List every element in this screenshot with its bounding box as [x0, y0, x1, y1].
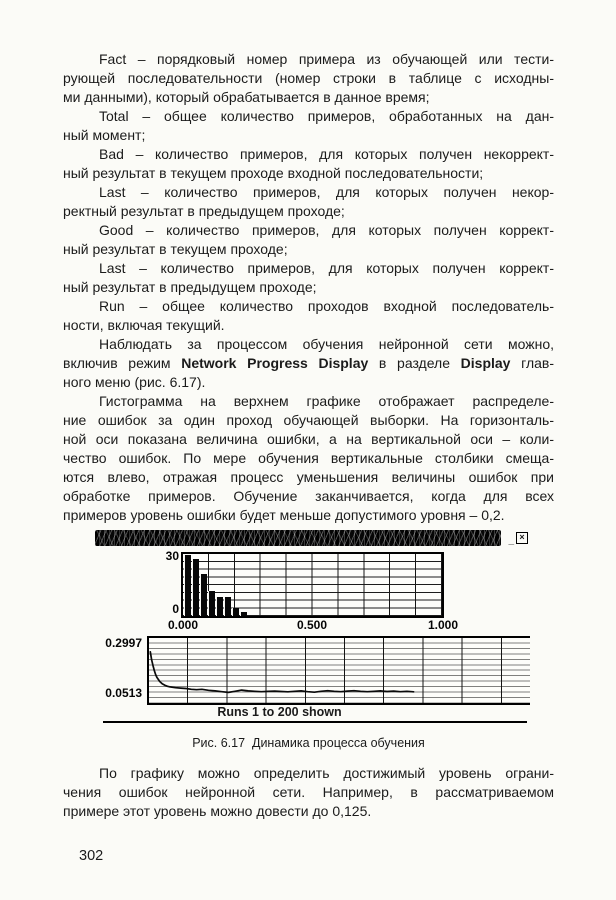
text-line: чество ошибок. По мере обучения вертикал…: [63, 450, 554, 466]
text-line: По графику можно определить достижимый у…: [99, 765, 554, 781]
line-y-tick-max: 0.2997: [105, 636, 142, 650]
body-text-top: Fact – порядковый номер примера из обуча…: [63, 50, 554, 525]
error-line-plot: [147, 636, 530, 705]
text-line: ми данными), который обрабатывается в да…: [63, 89, 430, 105]
text-line: Total – общее количество примеров, обраб…: [99, 108, 554, 124]
histogram-bar: [192, 559, 199, 616]
text-line: Bad – количество примеров, для которых п…: [99, 146, 554, 162]
text-line: ный результат в текущем проходе;: [63, 241, 288, 257]
error-curve-canvas: [149, 650, 415, 694]
training-error-curve: [149, 650, 415, 694]
hist-y-tick-30: 30: [165, 549, 179, 563]
text-line: ректный результат в предыдущем проходе;: [63, 203, 345, 219]
figure-screenshot-window: _ × 30 0 0.000 0.500 1.000 0.2997 0.0513…: [95, 528, 530, 724]
text-line: ный результат в предыдущем проходе;: [63, 279, 317, 295]
page-number: 302: [79, 848, 104, 864]
close-icon: ×: [516, 532, 528, 544]
window-title-noise: [95, 530, 501, 546]
text-line: Good – количество примеров, для которых …: [99, 222, 554, 238]
histogram-bar: [216, 597, 223, 616]
text-line: ного меню (рис. 6.17).: [63, 374, 206, 390]
text-line: ние ошибок за один проход обучающей выбо…: [63, 412, 554, 428]
text-line: ный момент;: [63, 127, 146, 143]
hist-x-tick-1: 0.500: [296, 618, 328, 632]
hist-y-tick-0: 0: [172, 602, 179, 616]
window-controls: _ ×: [501, 530, 528, 546]
runs-shown-label: Runs 1 to 200 shown: [217, 705, 342, 719]
text-line: Наблюдать за процессом обучения нейронно…: [99, 336, 554, 352]
text-line: Run – общее количество проходов входной …: [99, 298, 554, 314]
histogram-bar: [232, 608, 239, 616]
text-line: чения ошибок нейронной сети. Например, в…: [63, 784, 554, 800]
hist-x-tick-0: 0.000: [167, 618, 199, 632]
figure-caption: Рис. 6.17 Динамика процесса обучения: [192, 736, 425, 750]
text-line: рующей последовательности (номер строки …: [63, 70, 554, 86]
text-line: Fact – порядковый номер примера из обуча…: [99, 51, 554, 67]
text-line: ной оси показана величина ошибки, а на в…: [63, 431, 554, 447]
text-line: ются влево, отражая процесс уменьшения в…: [63, 469, 554, 485]
line-y-tick-min: 0.0513: [105, 686, 142, 700]
text-line: примеров уровень ошибки будет меньше доп…: [63, 507, 505, 523]
text-line: примере этот уровень можно довести до 0,…: [63, 803, 372, 819]
window-bottom-edge: [103, 721, 527, 723]
text-line: включив режим Network Progress Display в…: [63, 355, 555, 371]
text-line: Last – количество примеров, для которых …: [99, 184, 554, 200]
text-line: Last – количество примеров, для которых …: [99, 260, 554, 276]
hist-x-tick-2: 1.000: [427, 618, 459, 632]
histogram-bar: [224, 597, 231, 616]
window-title-bar: _ ×: [95, 530, 528, 546]
minimize-icon: _: [508, 535, 514, 546]
text-line: ности, включая текущий.: [63, 317, 225, 333]
histogram-bar: [208, 591, 215, 616]
histogram-bar: [184, 555, 191, 616]
histogram-bar: [240, 612, 247, 616]
body-text-bottom: По графику можно определить достижимый у…: [63, 764, 554, 821]
histogram-bar: [200, 574, 207, 616]
text-line: ный результат в текущем проходе входной …: [63, 165, 484, 181]
text-line: обработке примеров. Обучение заканчивает…: [63, 488, 554, 504]
text-line: Гистограмма на верхнем графике отображае…: [99, 393, 554, 409]
histogram-plot: [181, 552, 444, 618]
